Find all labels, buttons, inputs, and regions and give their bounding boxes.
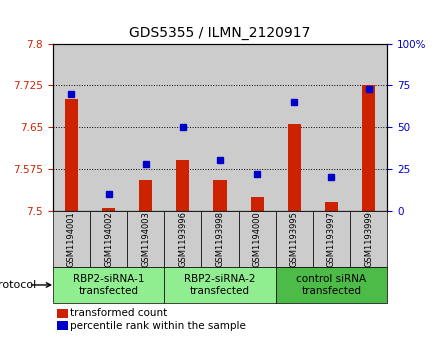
Text: GSM1193996: GSM1193996 — [178, 211, 187, 267]
Bar — [65, 99, 78, 211]
Bar — [276, 44, 313, 211]
Bar — [53, 44, 90, 211]
Bar — [325, 202, 338, 211]
Bar — [251, 197, 264, 211]
Text: GSM1193999: GSM1193999 — [364, 211, 373, 266]
Bar — [313, 44, 350, 211]
Text: GSM1194002: GSM1194002 — [104, 211, 113, 266]
Text: RBP2-siRNA-1
transfected: RBP2-siRNA-1 transfected — [73, 274, 144, 296]
Bar — [164, 44, 202, 211]
Text: GSM1193997: GSM1193997 — [327, 211, 336, 267]
Text: RBP2-siRNA-2
transfected: RBP2-siRNA-2 transfected — [184, 274, 256, 296]
Bar — [127, 44, 164, 211]
Text: GSM1194003: GSM1194003 — [141, 211, 150, 266]
Text: control siRNA
transfected: control siRNA transfected — [297, 274, 367, 296]
Bar — [90, 44, 127, 211]
Text: protocol: protocol — [0, 280, 37, 290]
Text: GSM1193995: GSM1193995 — [290, 211, 299, 266]
Bar — [202, 44, 238, 211]
Text: transformed count: transformed count — [70, 308, 168, 318]
Bar — [213, 180, 227, 211]
Text: GSM1193998: GSM1193998 — [216, 211, 224, 267]
Text: percentile rank within the sample: percentile rank within the sample — [70, 321, 246, 331]
Bar — [362, 85, 375, 211]
Bar — [350, 44, 387, 211]
Bar — [176, 160, 189, 211]
Bar — [139, 180, 152, 211]
Bar — [238, 44, 276, 211]
Title: GDS5355 / ILMN_2120917: GDS5355 / ILMN_2120917 — [129, 26, 311, 40]
Bar — [288, 124, 301, 211]
Bar — [102, 208, 115, 211]
Text: GSM1194001: GSM1194001 — [67, 211, 76, 266]
Text: GSM1194000: GSM1194000 — [253, 211, 262, 266]
